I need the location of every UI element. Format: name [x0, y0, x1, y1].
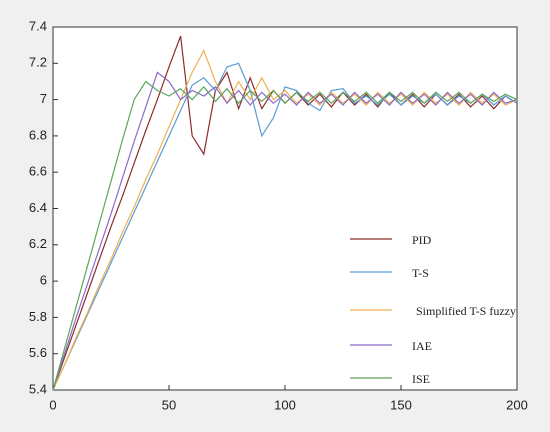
x-tick-label: 50 [162, 397, 176, 412]
y-tick-label: 5.4 [29, 381, 47, 396]
y-tick-label: 5.6 [29, 345, 47, 360]
x-tick-label: 200 [506, 397, 528, 412]
legend-label: IAE [412, 339, 432, 353]
series-line [52, 71, 518, 391]
y-tick-label: 6.8 [29, 127, 47, 142]
legend-label: ISE [412, 372, 430, 386]
y-tick-label: 6.4 [29, 200, 47, 215]
x-tick-label: 150 [390, 397, 412, 412]
legend-label: T-S [412, 266, 429, 280]
y-tick-label: 5.8 [29, 309, 47, 324]
x-tick-label: 100 [274, 397, 296, 412]
legend-label: Simplified T-S fuzzy [416, 304, 516, 318]
y-tick-label: 7.2 [29, 55, 47, 70]
plot-area [52, 26, 518, 391]
y-tick-label: 7.4 [29, 18, 47, 33]
y-tick-label: 6 [40, 273, 47, 288]
y-tick-label: 7 [40, 91, 47, 106]
series-line [52, 80, 518, 391]
y-tick-label: 6.2 [29, 236, 47, 251]
y-tick-label: 6.6 [29, 164, 47, 179]
x-tick-label: 0 [49, 397, 56, 412]
legend-label: PID [412, 233, 432, 247]
series-line [52, 62, 518, 391]
